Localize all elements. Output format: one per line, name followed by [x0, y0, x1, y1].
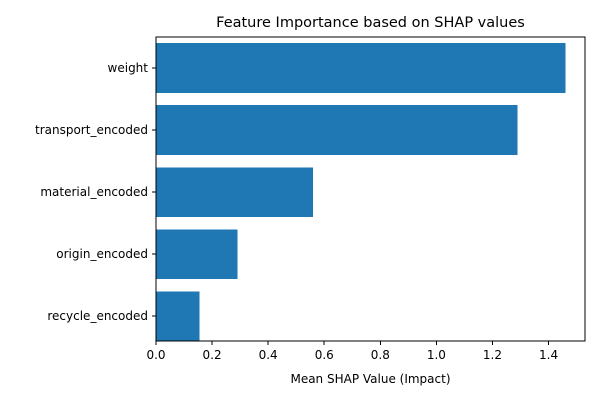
x-tick-label: 1.2 — [483, 348, 502, 362]
x-axis-ticks: 0.0 0.2 0.4 0.6 0.8 1.0 1.2 1.4 — [146, 341, 558, 362]
x-tick-label: 1.0 — [427, 348, 446, 362]
y-tick-label: recycle_encoded — [47, 309, 148, 323]
y-tick-label: transport_encoded — [35, 123, 148, 137]
bar-weight — [156, 43, 566, 93]
bar-origin_encoded — [156, 229, 238, 279]
y-tick-label: material_encoded — [40, 185, 148, 199]
y-tick-label: weight — [108, 61, 149, 75]
bar-material_encoded — [156, 167, 314, 217]
bar-recycle_encoded — [156, 291, 200, 341]
x-tick-label: 0.8 — [371, 348, 390, 362]
x-tick-label: 0.4 — [259, 348, 278, 362]
plot-frame — [155, 36, 586, 342]
x-tick-label: 1.4 — [539, 348, 558, 362]
x-tick-label: 0.0 — [146, 348, 165, 362]
x-axis-label: Mean SHAP Value (Impact) — [290, 372, 450, 386]
y-axis-ticks: weight transport_encoded material_encodedo… — [35, 61, 156, 323]
x-tick-label: 0.6 — [315, 348, 334, 362]
y-tick-label: origin_encoded — [56, 247, 148, 261]
bar-transport_encoded — [156, 105, 518, 155]
bars — [156, 43, 566, 341]
chart-title: Feature Importance based on SHAP values — [216, 15, 525, 31]
x-tick-label: 0.2 — [203, 348, 222, 362]
